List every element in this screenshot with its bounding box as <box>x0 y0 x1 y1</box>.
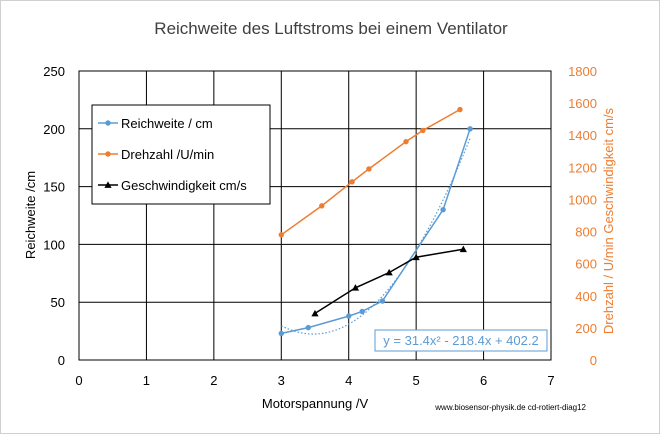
x-axis: 0 1 2 3 4 5 6 7 <box>75 373 554 388</box>
y-tick-label: 0 <box>58 353 65 368</box>
x-tick-label: 6 <box>480 373 487 388</box>
legend-label: Drehzahl /U/min <box>121 147 214 162</box>
legend-box <box>91 104 271 205</box>
y2-tick-label: 1200 <box>568 160 597 175</box>
trendline-path <box>281 138 471 335</box>
plot-frame <box>78 70 552 361</box>
y2-tick-label: 1800 <box>568 64 597 79</box>
legend-label: Geschwindigkeit cm/s <box>121 178 247 193</box>
legend-label: Reichweite / cm <box>121 116 213 131</box>
legend-entries: Reichweite / cm Drehzahl /U/min Geschwindi… <box>98 116 247 193</box>
x-tick-label: 1 <box>143 373 150 388</box>
series-1 <box>278 126 473 337</box>
y2-tick-label: 200 <box>575 321 597 336</box>
y-tick-label: 200 <box>43 122 65 137</box>
series-line <box>314 248 464 315</box>
data-point <box>311 309 319 317</box>
x-tick-label: 0 <box>75 373 82 388</box>
data-point <box>351 284 360 291</box>
legend-marker <box>105 151 111 157</box>
y-tick-label: 100 <box>43 237 65 252</box>
x-axis-label: Motorspannung /V <box>262 396 369 411</box>
series-2 <box>278 106 463 238</box>
y-axis-right: 0 200 400 600 800 1000 1200 1400 1600 1800 <box>568 64 597 368</box>
y-tick-label: 150 <box>43 180 65 195</box>
data-point <box>440 207 446 213</box>
series-3 <box>311 245 467 317</box>
data-point <box>349 179 355 185</box>
data-point <box>412 253 420 261</box>
data-point <box>385 268 393 276</box>
y2-tick-label: 1400 <box>568 128 597 143</box>
data-point <box>319 203 325 209</box>
data-point <box>403 138 409 145</box>
y2-tick-label: 400 <box>575 289 597 304</box>
y2-tick-label: 800 <box>575 225 597 240</box>
trendline-equation-box: y = 31.4x² - 218.4x + 402.2 <box>374 329 548 352</box>
y2-tick-label: 600 <box>575 257 597 272</box>
legend-marker <box>105 120 111 126</box>
y2-tick-label: 0 <box>590 353 597 368</box>
series-layer <box>278 106 473 337</box>
data-point <box>346 313 352 319</box>
data-point <box>278 330 284 337</box>
data-point <box>459 245 467 253</box>
data-point <box>457 106 463 113</box>
data-point <box>359 308 365 315</box>
source-note: www.biosensor-physik.de cd-rotiert-diag1… <box>434 403 586 412</box>
data-point <box>278 232 284 238</box>
data-point <box>366 166 372 172</box>
data-point <box>467 126 473 132</box>
trendline-layer <box>281 138 471 335</box>
chart-title: Reichweite des Luftstroms bei einem Vent… <box>154 19 508 38</box>
y2-axis-label: Drehzahl / U/min Geschwindigkeit cm/s <box>601 107 616 334</box>
y-tick-label: 50 <box>51 295 65 310</box>
x-tick-label: 4 <box>345 373 352 388</box>
series-line <box>280 108 461 236</box>
y2-tick-label: 1000 <box>568 192 597 207</box>
trendline-equation: y = 31.4x² - 218.4x + 402.2 <box>383 333 538 348</box>
legend-marker <box>104 181 112 188</box>
x-tick-label: 2 <box>210 373 217 388</box>
legend: Reichweite / cm Drehzahl /U/min Geschwindi… <box>91 104 271 205</box>
y-axis-label: Reichweite /cm <box>23 171 38 259</box>
x-tick-label: 7 <box>547 373 554 388</box>
equation-frame <box>374 329 548 352</box>
x-tick-label: 5 <box>413 373 420 388</box>
data-point <box>420 127 426 134</box>
y-tick-label: 250 <box>43 64 65 79</box>
y2-tick-label: 1600 <box>568 96 597 111</box>
x-tick-label: 3 <box>278 373 285 388</box>
data-point <box>379 298 386 304</box>
data-point <box>305 324 311 331</box>
y-axis-left: 0 50 100 150 200 250 <box>43 64 65 368</box>
